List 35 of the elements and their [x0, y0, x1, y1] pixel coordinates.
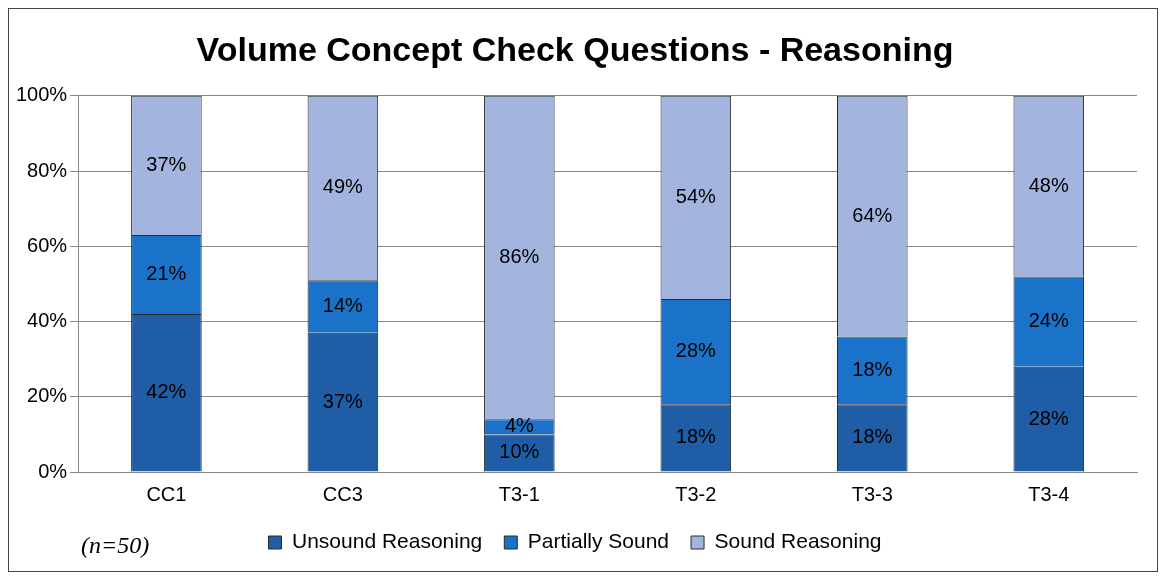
chart-title: Volume Concept Check Questions - Reasoning — [196, 29, 954, 68]
data-label: 14% — [322, 293, 364, 316]
y-tick-label: 80% — [27, 158, 68, 181]
x-tick-label: T3-3 — [851, 482, 893, 505]
legend-label: Partially Sound — [527, 529, 670, 553]
data-label: 48% — [1028, 173, 1069, 196]
x-tick-label: CC1 — [146, 482, 187, 505]
data-label: 28% — [675, 339, 717, 362]
data-label: 18% — [675, 425, 717, 448]
y-tick-label: 60% — [27, 233, 68, 256]
y-tick-label: 100% — [16, 83, 68, 106]
legend-label: Unsound Reasoning — [291, 529, 483, 553]
legend-label: Sound Reasoning — [714, 529, 882, 553]
x-tick-label: T3-4 — [1028, 482, 1070, 505]
data-label: 18% — [852, 425, 893, 448]
data-label: 37% — [146, 152, 187, 175]
data-label: 37% — [322, 389, 364, 412]
data-label: 86% — [499, 245, 540, 268]
data-label: 4% — [504, 414, 535, 437]
data-label: 24% — [1028, 309, 1069, 332]
data-label: 54% — [675, 184, 717, 207]
x-tick-label: T3-2 — [675, 482, 717, 505]
data-label: 64% — [852, 203, 893, 226]
y-tick-label: 0% — [38, 459, 68, 482]
data-label: 21% — [146, 262, 187, 285]
data-label: 28% — [1028, 406, 1069, 429]
y-tick-label: 40% — [27, 309, 68, 332]
x-tick-label: CC3 — [322, 482, 363, 505]
data-label: 42% — [146, 380, 187, 403]
data-label: 49% — [322, 175, 364, 198]
data-label: 10% — [499, 440, 540, 463]
y-tick-label: 20% — [27, 384, 68, 407]
data-label: 18% — [852, 357, 893, 380]
x-tick-label: T3-1 — [498, 482, 540, 505]
text: (n=50) — [81, 532, 150, 559]
